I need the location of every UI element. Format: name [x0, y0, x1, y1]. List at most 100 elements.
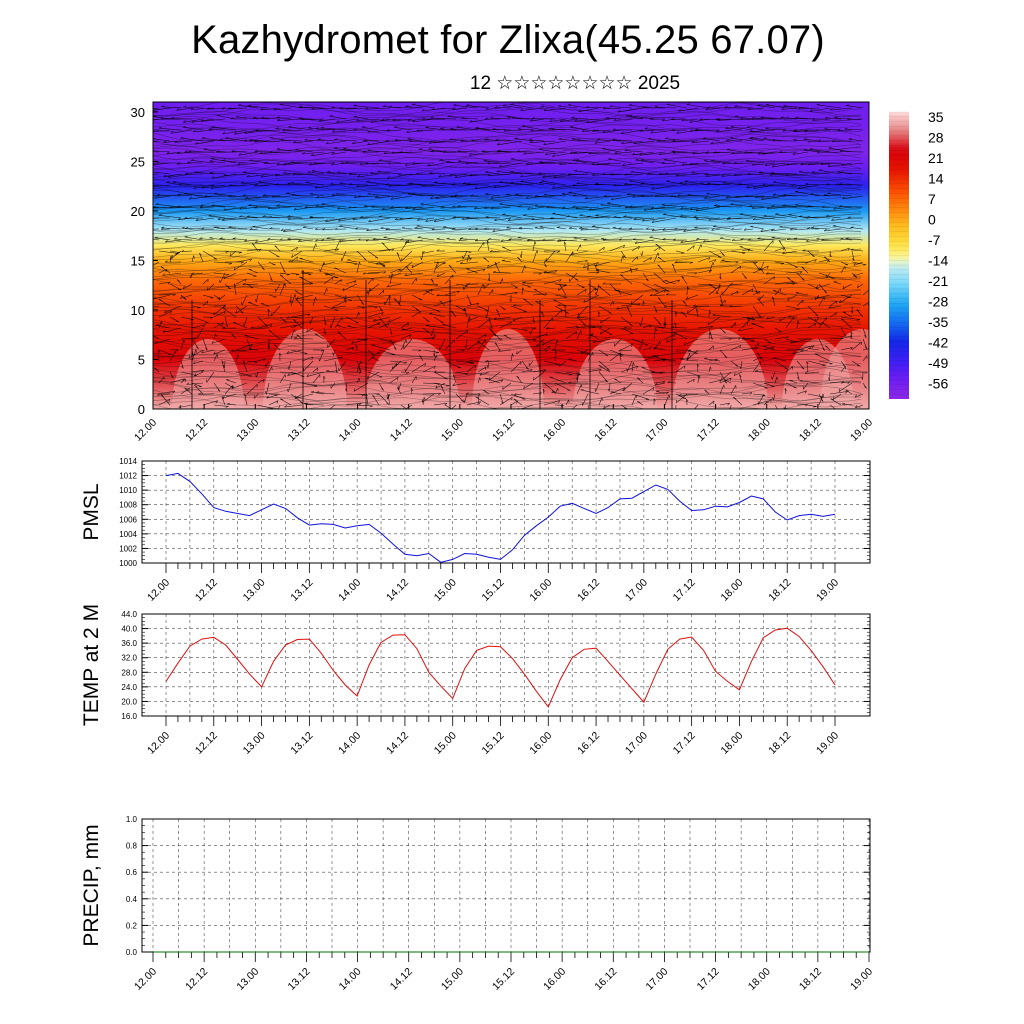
wind-arrow	[404, 272, 424, 276]
wind-arrow	[334, 279, 342, 285]
wind-arrow	[232, 322, 248, 329]
wind-arrow	[402, 327, 413, 331]
wind-arrow	[290, 313, 311, 318]
wind-arrow	[675, 250, 685, 254]
wind-arrow	[845, 238, 864, 241]
wind-arrow	[625, 115, 644, 120]
wind-arrow	[177, 194, 193, 197]
y-tick-label: 0.0	[126, 948, 138, 957]
wind-arrow	[356, 261, 360, 274]
wind-arrow	[719, 402, 730, 406]
wind-arrow	[208, 215, 226, 219]
wind-arrow	[367, 129, 391, 133]
wind-arrow	[387, 393, 391, 400]
wind-arrow	[520, 173, 545, 178]
y-tick-label: 24.0	[121, 683, 137, 692]
x-tick-label: 15.12	[490, 966, 517, 993]
wind-arrow	[566, 216, 589, 219]
wind-arrow	[855, 404, 864, 409]
wind-arrow	[444, 274, 454, 285]
isotherm	[153, 158, 862, 170]
isotherm	[153, 208, 862, 222]
y-tick-label: 16.0	[121, 712, 137, 721]
wind-arrow	[825, 118, 842, 120]
wind-arrow	[392, 118, 413, 122]
isotherm	[153, 306, 862, 316]
wind-arrow	[181, 250, 193, 252]
wind-arrow	[329, 404, 336, 409]
x-tick-label: 19.00	[814, 730, 841, 757]
wind-arrow	[653, 359, 666, 362]
wind-arrow	[421, 393, 435, 403]
wind-arrow	[235, 344, 253, 351]
wind-arrow	[665, 138, 688, 142]
wind-arrow	[280, 104, 303, 109]
wind-arrow	[715, 118, 732, 121]
wind-arrow	[326, 238, 347, 241]
wind-arrow	[321, 204, 347, 208]
wind-arrow	[671, 129, 688, 131]
wind-arrow	[681, 118, 699, 122]
wind-arrow	[337, 206, 358, 210]
colorbar-label: -28	[928, 294, 948, 310]
isotherm	[153, 210, 862, 226]
wind-arrow	[411, 278, 417, 285]
wind-arrow	[575, 206, 600, 209]
wind-arrow	[154, 195, 171, 199]
wind-arrow	[587, 271, 599, 274]
wind-arrow	[299, 106, 325, 109]
isotherm	[153, 229, 862, 240]
wind-arrow	[377, 171, 402, 175]
wind-arrow	[195, 217, 215, 221]
isotherm	[153, 332, 862, 348]
wind-arrow	[577, 305, 589, 316]
wind-arrow	[651, 217, 677, 223]
wind-arrow	[463, 308, 468, 318]
wind-arrow	[642, 347, 652, 351]
wind-arrow	[708, 250, 722, 258]
isotherm	[153, 126, 862, 144]
wind-arrow	[610, 391, 622, 395]
wind-arrow	[244, 335, 259, 340]
wind-arrow	[653, 246, 661, 252]
wind-arrow	[464, 393, 468, 403]
wind-arrow	[697, 269, 712, 274]
wind-arrow	[458, 239, 468, 241]
isotherm	[153, 143, 862, 152]
wind-arrow	[670, 327, 688, 329]
wind-arrow	[378, 322, 390, 329]
wind-arrow	[153, 151, 160, 153]
wind-arrow	[232, 238, 248, 241]
wind-arrow	[827, 193, 853, 197]
wind-arrow	[662, 228, 677, 231]
wind-arrow	[153, 294, 171, 300]
wind-arrow	[598, 305, 612, 314]
wind-arrow	[301, 356, 314, 362]
wind-arrow	[153, 184, 160, 186]
wind-arrow	[367, 312, 384, 318]
wind-arrow	[389, 360, 407, 363]
wind-arrow	[635, 239, 655, 244]
wind-arrow	[588, 334, 600, 340]
wind-arrow	[746, 316, 765, 320]
wind-arrow	[580, 349, 589, 354]
wind-arrow	[394, 140, 413, 142]
wind-arrow	[576, 330, 582, 340]
wind-arrow	[833, 393, 842, 400]
wind-arrow	[862, 302, 869, 307]
wind-arrow	[693, 216, 710, 219]
y-tick-label: 10	[131, 303, 145, 318]
wind-arrow	[191, 338, 199, 349]
x-tick-label: 16.12	[592, 417, 619, 444]
wind-arrow	[224, 385, 233, 395]
wind-arrow	[672, 263, 677, 274]
wind-arrow	[276, 148, 303, 153]
wind-arrow	[804, 371, 820, 374]
wind-arrow	[738, 327, 754, 332]
wind-arrow	[466, 316, 470, 329]
wind-arrow	[649, 237, 666, 241]
wind-arrow	[265, 360, 270, 367]
wind-arrow	[673, 332, 688, 340]
wind-arrow	[213, 349, 226, 355]
wind-arrow	[277, 118, 303, 121]
